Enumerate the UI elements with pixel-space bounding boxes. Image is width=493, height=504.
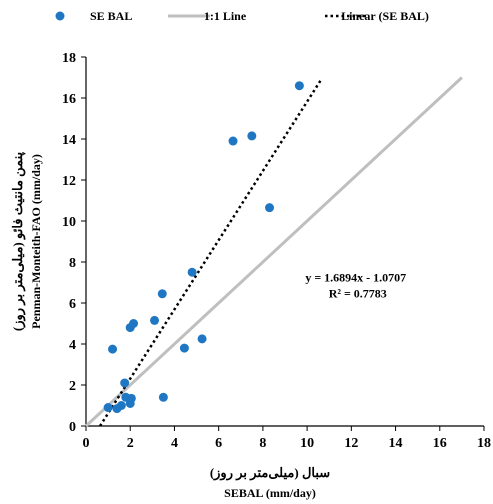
data-point (158, 392, 168, 402)
data-point (197, 334, 207, 344)
legend-label: 1:1 Line (204, 9, 247, 23)
x-axis-label-persian: سبال (میلی‌متر بر روز) (210, 465, 330, 481)
x-tick-label: 2 (127, 436, 134, 451)
legend-marker-icon (55, 11, 65, 21)
data-point (247, 131, 257, 141)
x-tick-label: 18 (477, 436, 491, 451)
one-to-one-line (84, 76, 463, 428)
r-squared-label: R² = 0.7783 (329, 286, 387, 300)
y-tick-label: 10 (62, 215, 76, 230)
data-point (103, 403, 113, 413)
plot-area: 0 2 4 6 8 10 12 14 16 18 0 2 4 6 8 10 12 14 16 18 (62, 51, 491, 451)
y-tick-label: 0 (69, 420, 76, 435)
legend-label: SE BAL (90, 9, 132, 23)
data-point (228, 136, 238, 146)
x-tick-label: 0 (83, 436, 90, 451)
data-point (150, 315, 160, 325)
y-axis-label-english: Penman-Monteith-FAO (mm/day) (29, 154, 43, 329)
data-point (120, 378, 130, 388)
data-point (129, 319, 139, 328)
x-tick-label: 8 (259, 436, 266, 451)
x-tick-label: 14 (389, 436, 403, 451)
x-tick-label: 16 (433, 436, 447, 451)
y-tick-label: 16 (62, 92, 76, 107)
linear-trendline (98, 80, 322, 427)
y-tick-label: 18 (62, 51, 76, 66)
data-point (265, 203, 275, 213)
trendline-equation: y = 1.6894x - 1.0707 (305, 270, 406, 284)
data-point (116, 401, 126, 410)
y-tick-label: 8 (69, 256, 76, 271)
legend-label: Linear (SE BAL) (341, 9, 429, 23)
data-point (157, 289, 167, 299)
x-tick-label: 6 (215, 436, 222, 451)
x-tick-label: 12 (344, 436, 358, 451)
data-point (108, 344, 118, 354)
y-tick-label: 4 (69, 338, 76, 353)
y-tick-label: 2 (69, 379, 76, 394)
y-axis-label-persian: پنمن مانتیث فائو (میلی‌متر بر روز) (10, 152, 26, 332)
y-tick-label: 12 (62, 174, 76, 189)
legend: SE BAL 1:1 Line Linear (SE BAL) (55, 9, 429, 23)
data-point (187, 267, 197, 277)
x-tick-label: 10 (300, 436, 314, 451)
y-tick-label: 14 (62, 133, 76, 148)
data-point (294, 81, 304, 91)
data-point (126, 393, 136, 403)
data-point (179, 343, 189, 353)
y-tick-label: 6 (69, 297, 76, 312)
x-tick-label: 4 (171, 436, 178, 451)
x-axis-label-english: SEBAL (mm/day) (224, 486, 316, 500)
